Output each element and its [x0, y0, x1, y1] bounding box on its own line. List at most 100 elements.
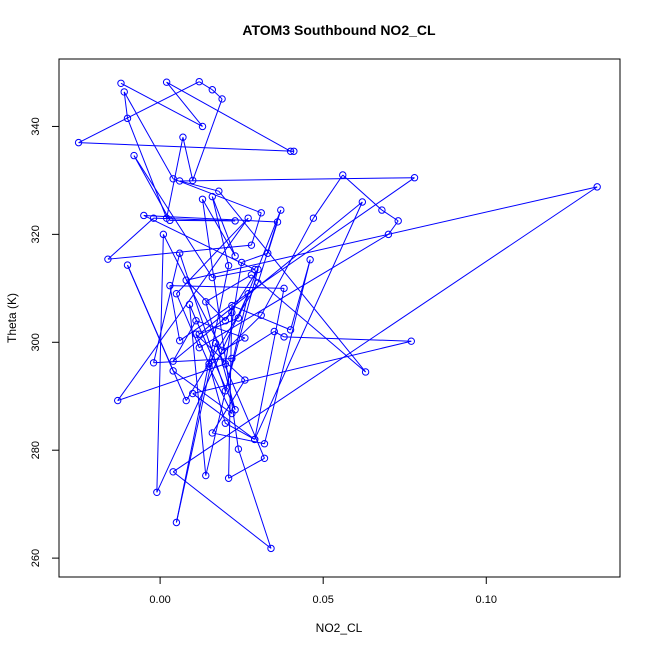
- series-segment: [188, 304, 207, 476]
- series-segment: [143, 215, 255, 270]
- data-point: [250, 435, 259, 444]
- series-segment: [78, 81, 200, 144]
- series-segment: [169, 285, 181, 341]
- data-point: [250, 265, 259, 274]
- series-segment: [162, 234, 223, 351]
- series-segment: [388, 220, 399, 235]
- data-point: [228, 301, 236, 310]
- chart-title: ATOM3 Southbound NO2_CL: [242, 22, 436, 38]
- series-segment: [189, 304, 236, 410]
- data-point: [384, 230, 393, 239]
- series-segment: [215, 343, 265, 459]
- data-point: [358, 198, 367, 206]
- data-point: [231, 406, 239, 414]
- series-segment: [312, 174, 344, 219]
- data-point: [234, 445, 243, 453]
- series-segment: [211, 196, 230, 266]
- series-segment: [205, 301, 236, 410]
- data-point: [120, 88, 128, 96]
- series-segment: [120, 82, 203, 127]
- series-segment: [172, 178, 262, 214]
- data-point: [195, 343, 203, 352]
- series-segment: [250, 212, 262, 246]
- series-segment: [172, 320, 197, 362]
- series-segment: [208, 314, 262, 367]
- series-segment: [342, 174, 383, 211]
- data-point: [215, 187, 223, 195]
- data-point: [198, 195, 207, 203]
- series-segment: [182, 137, 194, 181]
- series-segment: [166, 81, 203, 127]
- data-point: [260, 440, 269, 448]
- data-point: [208, 192, 216, 201]
- series-segment: [107, 217, 154, 260]
- series-segment: [127, 118, 168, 219]
- data-point: [208, 429, 216, 437]
- data-point: [175, 249, 184, 257]
- series-segment: [211, 196, 236, 257]
- series-segment: [260, 217, 314, 316]
- series-segment: [263, 259, 311, 444]
- data-point: [231, 252, 239, 260]
- data-point: [257, 311, 265, 320]
- series-segment: [166, 137, 184, 219]
- data-point: [169, 175, 177, 183]
- data-point: [195, 77, 203, 86]
- data-point: [169, 468, 177, 476]
- series-segment: [221, 337, 246, 351]
- data-point: [339, 171, 347, 179]
- data-point: [74, 138, 83, 147]
- data-point: [123, 114, 132, 123]
- data-point: [117, 79, 125, 87]
- series-segment: [166, 81, 291, 152]
- series-segment: [257, 209, 282, 284]
- series-segment: [179, 177, 415, 342]
- series-segment: [78, 142, 294, 152]
- data-point: [104, 255, 112, 263]
- data-point: [224, 474, 233, 482]
- data-point: [221, 419, 230, 427]
- data-point: [202, 298, 210, 306]
- series-segment: [143, 214, 278, 223]
- y-tick-label: 280: [30, 441, 42, 459]
- data-point: [260, 454, 269, 462]
- series-segment: [127, 264, 187, 401]
- series-segment: [208, 366, 233, 414]
- series-segment: [212, 432, 265, 445]
- data-point: [189, 389, 197, 398]
- data-point: [221, 360, 230, 368]
- series-segment: [153, 253, 181, 363]
- data-point: [140, 211, 148, 220]
- data-point: [410, 174, 419, 182]
- data-point: [166, 281, 174, 290]
- series-segment: [198, 233, 389, 349]
- series-segment: [156, 234, 164, 493]
- data-point: [189, 176, 197, 185]
- series-segment: [169, 285, 285, 289]
- data-point: [231, 217, 239, 225]
- x-tick-label: 0.00: [149, 594, 170, 606]
- data-point: [172, 518, 181, 527]
- series-segment: [212, 268, 255, 279]
- data-point: [208, 86, 216, 94]
- series-segment: [172, 471, 272, 549]
- data-point: [361, 368, 370, 376]
- series-segment: [172, 186, 598, 473]
- data-point: [264, 249, 272, 257]
- data-point: [149, 359, 158, 367]
- data-point: [192, 316, 200, 325]
- series-segment: [228, 457, 265, 479]
- data-point: [237, 258, 246, 267]
- data-point: [234, 314, 243, 322]
- x-axis: 0.00 0.05 0.10: [149, 577, 497, 606]
- data-point: [228, 308, 236, 317]
- data-point: [273, 218, 282, 226]
- data-point: [175, 177, 184, 185]
- data-point: [205, 360, 213, 368]
- x-tick-label: 0.05: [312, 594, 333, 606]
- data-point: [290, 147, 298, 155]
- data-point: [309, 214, 318, 222]
- data-point: [280, 333, 288, 341]
- data-point: [123, 261, 132, 269]
- data-point: [244, 214, 252, 222]
